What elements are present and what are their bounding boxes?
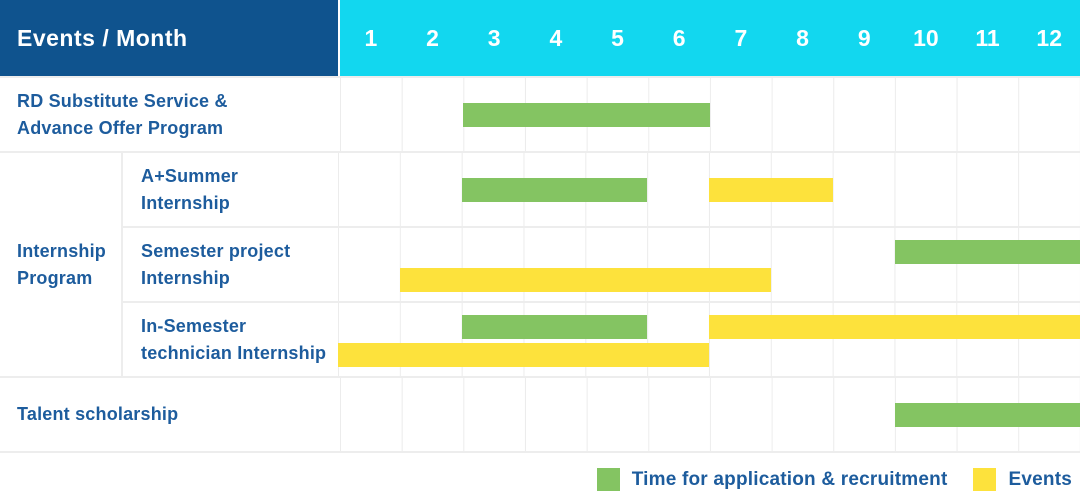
row-label-line: Internship — [141, 267, 231, 288]
gantt-bar-recruitment — [461, 315, 648, 339]
month-axis: 1 2 3 4 5 6 7 8 9 10 11 12 — [340, 0, 1080, 76]
chart-cell-semester-project-internship — [338, 228, 1080, 301]
gantt-bar-event — [399, 268, 771, 292]
row-label-line: Advance Offer Program — [17, 117, 224, 138]
gantt-body: RD Substitute Service & Advance Offer Pr… — [0, 76, 1080, 453]
row-label-line: technician Internship — [141, 342, 327, 363]
group-label-line: Program — [17, 267, 93, 288]
gantt-bar-recruitment — [461, 177, 648, 202]
group-label-internship-program: Internship Program — [0, 153, 123, 376]
table-row-semester-project-internship: Semester project Internship — [123, 226, 1080, 301]
row-label-rd-substitute: RD Substitute Service & Advance Offer Pr… — [0, 78, 340, 151]
month-tick-5: 5 — [611, 24, 624, 51]
gantt-bar-event — [338, 343, 709, 367]
legend: Time for application & recruitment Event… — [0, 453, 1080, 491]
month-tick-6: 6 — [672, 24, 686, 51]
month-tick-12: 12 — [1036, 24, 1063, 51]
gantt-chart: Events / Month 1 2 3 4 5 6 7 8 9 10 11 1… — [0, 0, 1080, 453]
month-tick-1: 1 — [364, 24, 378, 51]
gantt-bar-recruitment — [895, 402, 1080, 427]
row-label-semester-project-internship: Semester project Internship — [123, 228, 338, 301]
events-month-header-label: Events / Month — [17, 24, 188, 51]
month-tick-4: 4 — [549, 24, 563, 51]
internship-program-group: Internship Program A+Summer Internship S… — [0, 151, 1080, 376]
gantt-bar-event — [709, 315, 1080, 339]
chart-cell-rd-substitute — [340, 78, 1080, 151]
chart-cell-in-semester-technician-internship — [338, 303, 1080, 376]
events-month-header: Events / Month — [0, 0, 340, 76]
row-label-line: Semester project — [141, 241, 291, 262]
legend-label-events: Events — [1008, 468, 1072, 490]
table-row-a-summer-internship: A+Summer Internship — [123, 153, 1080, 226]
chart-cell-a-summer-internship — [338, 153, 1080, 226]
legend-green-swatch — [596, 468, 620, 491]
gantt-bar-recruitment — [894, 240, 1080, 264]
row-label-in-semester-technician-internship: In-Semester technician Internship — [123, 303, 338, 376]
month-tick-8: 8 — [796, 24, 809, 51]
month-tick-3: 3 — [487, 24, 501, 51]
month-tick-10: 10 — [913, 24, 939, 51]
month-tick-11: 11 — [975, 24, 1000, 51]
table-row-talent-scholarship: Talent scholarship — [0, 376, 1080, 451]
header-row: Events / Month 1 2 3 4 5 6 7 8 9 10 11 1… — [0, 0, 1080, 76]
legend-item-recruitment: Time for application & recruitment — [596, 468, 948, 491]
row-label-a-summer-internship: A+Summer Internship — [123, 153, 338, 226]
month-tick-2: 2 — [426, 24, 439, 51]
row-label-line: In-Semester — [141, 316, 247, 337]
group-label-line: Internship — [17, 241, 107, 262]
legend-item-events: Events — [973, 468, 1072, 491]
internship-sub-rows: A+Summer Internship Semester project Int… — [123, 153, 1080, 376]
legend-label-recruitment: Time for application & recruitment — [631, 468, 948, 490]
table-row-rd-substitute: RD Substitute Service & Advance Offer Pr… — [0, 76, 1080, 151]
gantt-bar-event — [709, 177, 833, 202]
row-label-line: RD Substitute Service & — [17, 91, 228, 112]
chart-cell-talent-scholarship — [340, 378, 1080, 451]
legend-yellow-swatch — [973, 468, 997, 491]
table-row-in-semester-technician-internship: In-Semester technician Internship — [123, 301, 1080, 376]
gantt-bar-recruitment — [463, 102, 710, 127]
row-label-line: Talent scholarship — [17, 404, 179, 425]
month-tick-7: 7 — [734, 24, 748, 51]
row-label-line: A+Summer — [141, 166, 239, 187]
row-label-talent-scholarship: Talent scholarship — [0, 378, 340, 451]
month-tick-9: 9 — [857, 24, 871, 51]
row-label-line: Internship — [141, 192, 231, 213]
